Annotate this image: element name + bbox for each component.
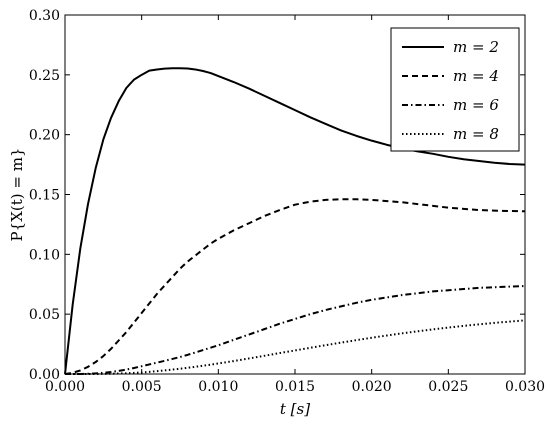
y-tick-label: 0.20 bbox=[29, 128, 60, 144]
series-line-1 bbox=[64, 67, 526, 375]
legend-label: m = 6 bbox=[453, 96, 499, 114]
plot-frame bbox=[64, 14, 526, 375]
series-line-3 bbox=[65, 285, 526, 375]
x-tick-label: 0.000 bbox=[45, 379, 85, 395]
y-tick-label: 0.00 bbox=[29, 367, 60, 383]
legend: m = 2 m = 4 m = 6 m = 8 bbox=[390, 27, 520, 152]
y-axis-label: P{X(t) = m} bbox=[8, 148, 26, 242]
legend-box bbox=[390, 27, 520, 152]
series-line-2 bbox=[64, 198, 526, 375]
axis-ticks: 0.000 0.005 0.010 0.015 0.020 0.025 0.030 0.00 0… bbox=[29, 8, 545, 395]
legend-label: m = 8 bbox=[453, 125, 499, 143]
y-tick-label: 0.25 bbox=[29, 68, 60, 84]
series-lines bbox=[64, 67, 526, 375]
legend-label: m = 4 bbox=[453, 67, 499, 85]
legend-label: m = 2 bbox=[453, 38, 499, 56]
y-tick-label: 0.05 bbox=[29, 307, 60, 323]
x-tick-label: 0.015 bbox=[275, 379, 315, 395]
y-tick-label: 0.15 bbox=[29, 188, 60, 204]
x-tick-label: 0.005 bbox=[122, 379, 162, 395]
x-tick-label: 0.010 bbox=[198, 379, 238, 395]
x-axis-label: t [s] bbox=[280, 400, 310, 418]
y-tick-label: 0.30 bbox=[29, 8, 60, 24]
x-tick-label: 0.020 bbox=[352, 379, 392, 395]
series-line-4 bbox=[65, 319, 526, 375]
x-tick-label: 0.025 bbox=[428, 379, 468, 395]
x-tick-label: 0.030 bbox=[505, 379, 545, 395]
y-tick-label: 0.10 bbox=[29, 247, 60, 263]
